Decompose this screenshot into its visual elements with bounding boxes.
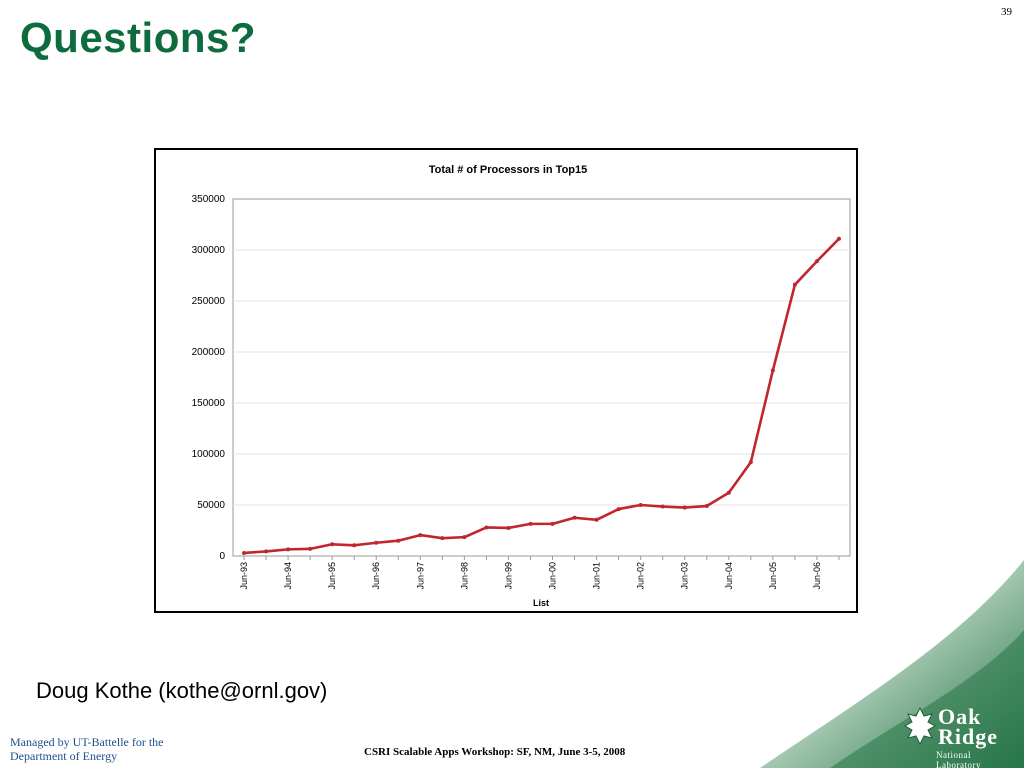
x-tick-label: Jun-95 — [327, 562, 337, 590]
plot-area — [232, 198, 851, 557]
data-point — [638, 503, 643, 507]
y-tick-label: 150000 — [192, 398, 226, 409]
contact-line: Doug Kothe (kothe@ornl.gov) — [36, 678, 328, 703]
data-point — [418, 533, 423, 538]
x-tick-label: Jun-93 — [239, 562, 249, 590]
y-tick-label: 50000 — [197, 500, 225, 511]
data-point — [462, 535, 467, 540]
x-tick-label: Jun-98 — [459, 562, 469, 590]
footer-managed-by: Managed by UT-Battelle for the Departmen… — [10, 735, 164, 763]
data-point — [792, 282, 797, 287]
x-tick-label: Jun-06 — [812, 562, 822, 590]
data-point — [264, 549, 269, 554]
x-axis: Jun-93 Jun-94 Jun-95 Jun-96 Jun-97 Jun-98 Jun-… — [239, 556, 840, 590]
y-tick-label: 0 — [219, 551, 225, 562]
x-tick-label: Jun-00 — [548, 562, 558, 590]
data-point — [704, 504, 709, 509]
ornl-logo: Oak Ridge National Laboratory — [904, 704, 1016, 770]
line-chart: Total # of Processors in Top15 0 50000 100… — [192, 164, 851, 608]
series-group — [242, 236, 841, 555]
x-tick-label: Jun-05 — [768, 562, 778, 590]
data-point — [242, 550, 247, 555]
x-tick-label: Jun-03 — [680, 562, 690, 590]
data-point — [440, 536, 445, 541]
x-tick-label: Jun-02 — [636, 562, 646, 590]
data-point — [484, 525, 489, 530]
y-tick-label: 200000 — [192, 347, 226, 358]
data-point — [506, 525, 511, 530]
x-tick-label: Jun-01 — [592, 562, 602, 590]
data-point — [330, 542, 335, 547]
logo-national-laboratory-text: National Laboratory — [936, 750, 981, 770]
data-point — [726, 490, 731, 495]
data-point — [836, 236, 841, 241]
data-point — [528, 521, 533, 526]
grid-lines — [233, 249, 850, 506]
data-point — [660, 504, 665, 509]
x-tick-label: Jun-97 — [415, 562, 425, 590]
y-tick-label: 100000 — [192, 449, 226, 460]
data-point — [814, 259, 819, 264]
data-point — [748, 460, 753, 465]
x-tick-label: Jun-99 — [503, 562, 513, 590]
chart-title: Total # of Processors in Top15 — [429, 164, 588, 176]
chart-frame: Total # of Processors in Top15 0 50000 100… — [154, 148, 858, 613]
x-tick-label: Jun-94 — [283, 562, 293, 590]
oak-leaf-icon — [904, 706, 936, 746]
data-point — [396, 538, 401, 543]
data-point — [770, 368, 775, 373]
slide-title: Questions? — [20, 14, 257, 61]
y-tick-label: 300000 — [192, 245, 226, 256]
y-tick-label: 350000 — [192, 194, 226, 205]
x-tick-label: Jun-96 — [371, 562, 381, 590]
data-point — [550, 521, 555, 526]
data-point — [616, 507, 621, 512]
data-point — [374, 540, 379, 545]
series-line — [243, 237, 840, 555]
y-axis: 0 50000 100000 150000 200000 250000 300000 3500… — [192, 194, 226, 562]
data-point — [352, 543, 357, 548]
logo-oak-text: Oak — [938, 704, 982, 729]
data-point — [572, 515, 577, 520]
data-point — [682, 505, 687, 510]
data-point — [308, 546, 313, 551]
page-number: 39 — [1001, 6, 1012, 18]
x-tick-label: Jun-04 — [724, 562, 734, 590]
x-axis-label: List — [533, 598, 549, 608]
footer-workshop: CSRI Scalable Apps Workshop: SF, NM, Jun… — [364, 746, 626, 758]
y-tick-label: 250000 — [192, 296, 226, 307]
data-point — [594, 517, 599, 522]
data-point — [286, 547, 291, 552]
logo-ridge-text: Ridge — [938, 724, 998, 749]
